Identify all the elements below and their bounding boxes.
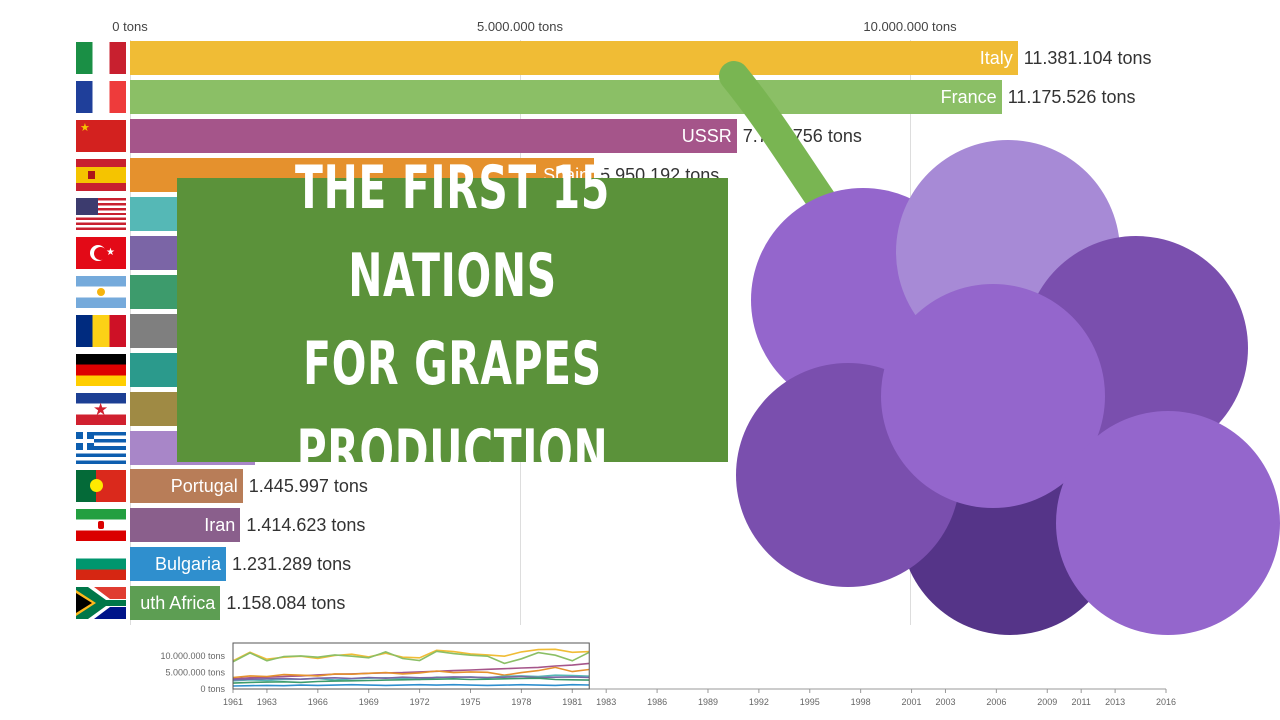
bar-label: uth Africa bbox=[140, 593, 216, 614]
x-tick-label: 5.000.000 tons bbox=[476, 19, 564, 34]
overview-x-tick: 1966 bbox=[308, 697, 328, 707]
bar: USSR bbox=[130, 118, 737, 153]
bar-label: Italy bbox=[979, 48, 1013, 68]
overview-y-tick: 0 tons bbox=[200, 684, 225, 694]
overview-x-tick: 1989 bbox=[698, 697, 718, 707]
bar-value-label: 1.445.997 tons bbox=[248, 476, 368, 497]
yugoslavia-flag-icon: ★ bbox=[76, 392, 126, 425]
overview-series-line bbox=[232, 662, 590, 680]
overview-timeline: 10.000.000 tons 5.000.000 tons 0 tons 1961 1… bbox=[160, 642, 1176, 707]
bar-value-label: 1.231.289 tons bbox=[232, 554, 352, 575]
overview-x-tick: 2006 bbox=[986, 697, 1006, 707]
portugal-flag-icon bbox=[76, 470, 126, 503]
spain-flag-icon bbox=[76, 158, 126, 191]
overview-series-line bbox=[232, 650, 590, 665]
overview-x-tick: 1981 bbox=[562, 697, 582, 707]
overview-x-tick: 1986 bbox=[647, 697, 667, 707]
overview-x-tick: 1972 bbox=[410, 697, 430, 707]
overview-x-tick: 2001 bbox=[902, 697, 922, 707]
overview-x-tick: 2003 bbox=[935, 697, 955, 707]
bar: Iran bbox=[130, 508, 241, 543]
overview-x-tick: 1995 bbox=[800, 697, 820, 707]
romania-flag-icon bbox=[76, 314, 126, 347]
bar: Portugal bbox=[130, 469, 243, 504]
overview-x-tick: 1969 bbox=[359, 697, 379, 707]
overview-y-tick: 5.000.000 tons bbox=[165, 668, 225, 678]
france-flag-icon bbox=[76, 80, 126, 113]
title-banner: THE FIRST 15 NATIONS FOR GRAPES PRODUCTI… bbox=[177, 153, 728, 487]
x-tick-label: 0 tons bbox=[112, 19, 148, 34]
bar: Bulgaria bbox=[130, 547, 227, 582]
overview-y-tick: 10.000.000 tons bbox=[160, 651, 225, 661]
bar: France bbox=[130, 79, 1002, 114]
argentina-flag-icon bbox=[76, 275, 126, 308]
germany-flag-icon bbox=[76, 353, 126, 386]
overview-x-tick: 2009 bbox=[1037, 697, 1057, 707]
grape-berry bbox=[881, 284, 1105, 508]
bar-label: France bbox=[940, 86, 997, 107]
overview-x-tick: 2016 bbox=[1156, 697, 1176, 707]
italy-flag-icon bbox=[76, 42, 126, 74]
overview-x-tick: 1992 bbox=[749, 697, 769, 707]
overview-series-line bbox=[232, 677, 590, 684]
bar-value-label: 11.381.104 tons bbox=[1023, 48, 1152, 68]
bar-value-label: 11.175.526 tons bbox=[1007, 86, 1136, 107]
bar: uth Africa bbox=[130, 586, 221, 621]
iran-flag-icon bbox=[76, 509, 126, 542]
bar-label: Bulgaria bbox=[154, 554, 222, 575]
bulgaria-flag-icon bbox=[76, 548, 126, 581]
bar-label: USSR bbox=[681, 125, 732, 146]
ussr-flag-icon: ★ bbox=[76, 119, 126, 152]
x-tick-label: 10.000.000 tons bbox=[863, 19, 957, 34]
overview-x-tick: 1975 bbox=[460, 697, 480, 707]
title-text: THE FIRST 15 NATIONS FOR GRAPES PRODUCTI… bbox=[295, 153, 610, 487]
overview-x-tick: 2013 bbox=[1105, 697, 1125, 707]
overview-series-line bbox=[232, 675, 590, 681]
usa-flag-icon bbox=[76, 197, 126, 230]
south-africa-flag-icon bbox=[76, 587, 126, 620]
overview-x-tick: 1961 bbox=[223, 697, 243, 707]
overview-x-tick: 1998 bbox=[851, 697, 871, 707]
grape-berry bbox=[1056, 411, 1280, 635]
bar: Italy bbox=[130, 41, 1018, 75]
overview-x-tick: 1963 bbox=[257, 697, 277, 707]
overview-brush[interactable] bbox=[232, 642, 590, 690]
overview-x-tick: 1983 bbox=[596, 697, 616, 707]
bar-label: Portugal bbox=[170, 476, 238, 497]
greece-flag-icon bbox=[76, 431, 126, 464]
turkey-flag-icon: ★ bbox=[76, 236, 126, 269]
bar-label: Iran bbox=[204, 515, 236, 536]
overview-series-line bbox=[232, 683, 590, 687]
bar-value-label: 1.414.623 tons bbox=[246, 515, 366, 536]
overview-series-line bbox=[232, 666, 590, 679]
overview-x-tick: 2011 bbox=[1072, 697, 1091, 707]
overview-x-tick: 1978 bbox=[511, 697, 531, 707]
bar-value-label: 1.158.084 tons bbox=[226, 593, 346, 614]
